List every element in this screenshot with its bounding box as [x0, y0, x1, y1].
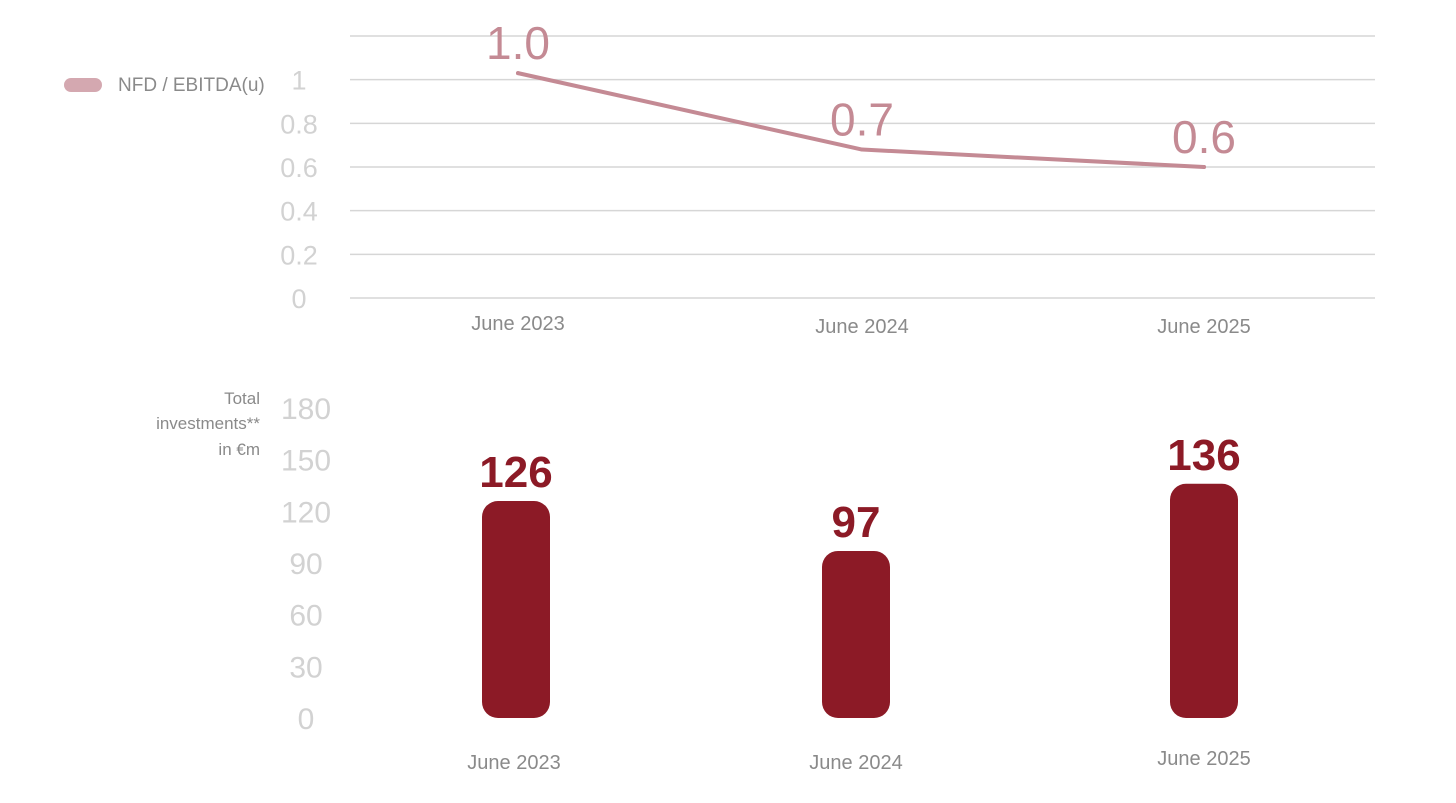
bar-y-label-line-1: Total: [224, 389, 260, 408]
bar: [482, 501, 550, 718]
legend-label: NFD / EBITDA(u): [118, 75, 265, 96]
bar-y-tick: 30: [289, 651, 322, 684]
line-y-tick: 0.4: [280, 197, 318, 227]
line-chart-y-ticks: 1 0.8 0.6 0.4 0.2 0: [280, 66, 318, 314]
bar-y-tick: 60: [289, 600, 322, 633]
line-x-tick: June 2024: [815, 316, 908, 338]
bar: [1170, 483, 1238, 718]
bar: [822, 550, 890, 718]
bar-x-tick: June 2024: [809, 752, 902, 774]
bar-x-tick: June 2023: [467, 752, 560, 774]
line-point: [860, 147, 864, 152]
bar-y-label-line-2: investments**: [156, 414, 260, 433]
bar-x-tick: June 2025: [1157, 748, 1250, 770]
line-chart-series: [516, 71, 1206, 169]
bar-chart: Total investments** in €m 180 150 120 90 60 3…: [156, 389, 1251, 774]
bar-chart-y-ticks: 180 150 120 90 60 30 0: [281, 393, 331, 736]
bar-y-tick: 0: [298, 703, 315, 736]
line-y-tick: 0: [291, 284, 306, 314]
legend-swatch: [64, 78, 102, 92]
line-x-tick: June 2023: [471, 313, 564, 335]
bar-data-label: 126: [479, 448, 552, 497]
line-y-tick: 1: [291, 66, 306, 96]
line-chart: 10.80.60.40.20 June 2023 June 2024 June 20…: [64, 17, 1375, 338]
line-chart-legend: NFD / EBITDA(u): [64, 75, 265, 96]
bar-chart-bars: [482, 483, 1238, 718]
bar-y-tick: 90: [289, 548, 322, 581]
line-chart-gridlines: [350, 35, 1375, 299]
bar-y-tick: 120: [281, 496, 331, 529]
line-chart-data-labels: 1.0 0.7 0.6: [486, 17, 1236, 163]
line-data-label: 0.6: [1172, 111, 1236, 163]
line-point: [1202, 165, 1206, 169]
bar-chart-x-ticks: June 2023 June 2024 June 2025: [467, 748, 1250, 774]
bar-chart-y-label: Total investments** in €m: [156, 389, 260, 459]
line-y-tick: 0.2: [280, 240, 318, 270]
bar-data-label: 136: [1167, 431, 1240, 480]
bar-chart-data-labels: 126 97 136: [479, 431, 1240, 547]
line-point: [516, 71, 520, 76]
bar-y-tick: 150: [281, 445, 331, 478]
line-data-label: 0.7: [830, 94, 894, 146]
line-y-tick: 0.8: [280, 109, 318, 139]
line-y-tick: 0.6: [280, 153, 318, 183]
bar-y-tick: 180: [281, 393, 331, 426]
bar-y-label-line-3: in €m: [218, 440, 260, 459]
bar-data-label: 97: [832, 498, 881, 547]
line-data-label: 1.0: [486, 17, 550, 69]
line-x-tick: June 2025: [1157, 316, 1250, 338]
line-chart-x-ticks: June 2023 June 2024 June 2025: [471, 313, 1250, 338]
